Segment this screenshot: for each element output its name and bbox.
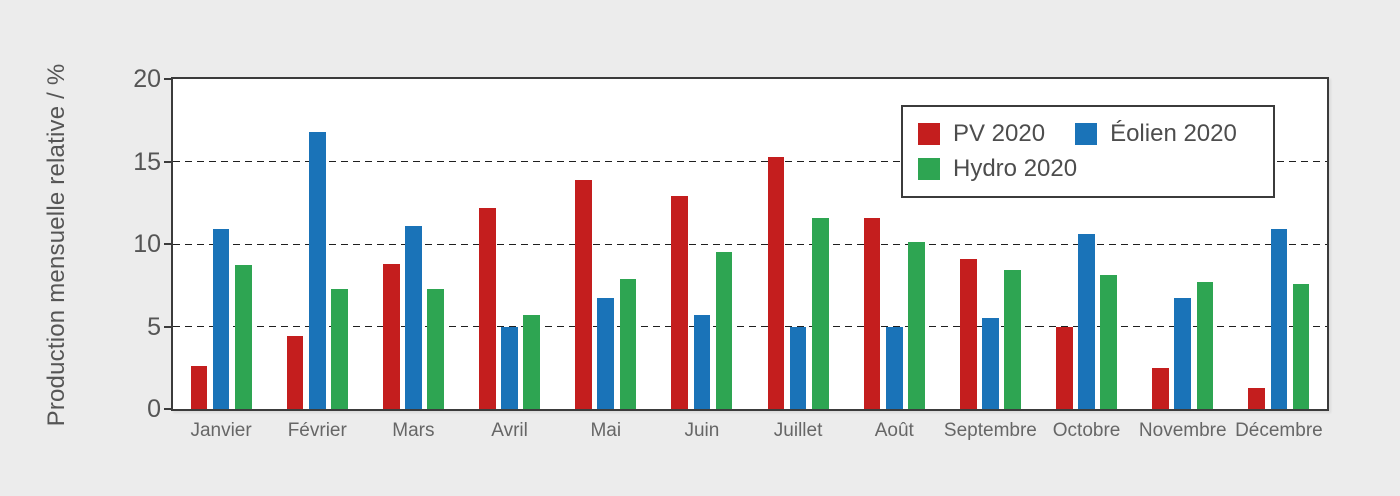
y-tick-mark xyxy=(164,160,173,163)
legend-label: Hydro 2020 xyxy=(953,155,1078,182)
x-tick-label-juin: Juin xyxy=(684,420,720,441)
gridline xyxy=(173,243,1327,245)
x-tick-label-septembre: Septembre xyxy=(943,420,1037,441)
bar-hydro-2020-août xyxy=(908,242,925,409)
x-tick-label-novembre: Novembre xyxy=(1138,420,1227,441)
legend-row: PV 2020 Éolien 2020 xyxy=(918,118,1258,150)
x-tick-label-avril: Avril xyxy=(491,420,528,441)
bar-éolien-2020-avril xyxy=(501,326,518,409)
y-tick-label: 5 xyxy=(147,312,161,341)
x-tick-label-août: Août xyxy=(874,420,914,441)
bar-pv-2020-septembre xyxy=(959,258,977,409)
bar-éolien-2020-juillet xyxy=(789,326,807,409)
bar-pv-2020-novembre xyxy=(1152,367,1169,409)
legend-label: PV 2020 xyxy=(953,120,1046,147)
legend-row: Hydro 2020 xyxy=(918,153,1258,185)
bar-hydro-2020-mars xyxy=(427,288,444,409)
gridline xyxy=(173,326,1327,327)
bar-éolien-2020-novembre xyxy=(1174,298,1192,409)
x-tick-label-janvier: Janvier xyxy=(190,420,252,441)
bar-hydro-2020-septembre xyxy=(1004,270,1021,409)
bar-hydro-2020-février xyxy=(331,288,348,409)
gridline xyxy=(173,161,1327,162)
bar-éolien-2020-septembre xyxy=(982,318,999,409)
bar-hydro-2020-novembre xyxy=(1196,281,1214,409)
bar-éolien-2020-février xyxy=(308,131,326,409)
bar-pv-2020-mars xyxy=(382,263,400,409)
y-tick-mark xyxy=(164,408,173,410)
bar-pv-2020-août xyxy=(863,217,881,409)
bar-hydro-2020-juin xyxy=(715,252,733,409)
y-tick-label: 0 xyxy=(147,395,161,423)
bar-éolien-2020-mai xyxy=(597,298,615,409)
bar-pv-2020-juillet xyxy=(767,156,785,409)
x-tick-label-février: Février xyxy=(287,420,347,441)
bar-éolien-2020-décembre xyxy=(1270,229,1288,409)
bar-éolien-2020-août xyxy=(885,326,903,409)
y-tick-mark xyxy=(164,325,173,328)
bar-éolien-2020-mars xyxy=(405,225,422,409)
x-tick-label-décembre: Décembre xyxy=(1235,420,1323,441)
legend-item-pv-2020: PV 2020 xyxy=(918,118,1045,150)
bar-éolien-2020-janvier xyxy=(212,229,230,409)
bar-hydro-2020-janvier xyxy=(234,265,252,409)
bar-hydro-2020-avril xyxy=(523,314,541,409)
plot-area: PV 2020 Éolien 2020 Hydro 2020 xyxy=(171,77,1329,411)
x-tick-label-octobre: Octobre xyxy=(1052,420,1121,441)
y-tick-label: 10 xyxy=(133,230,161,258)
bar-hydro-2020-octobre xyxy=(1100,275,1118,409)
legend-swatch xyxy=(1075,123,1098,145)
bar-hydro-2020-décembre xyxy=(1292,283,1310,409)
bar-pv-2020-avril xyxy=(479,207,496,409)
bar-éolien-2020-juin xyxy=(693,314,711,409)
x-tick-label-mars: Mars xyxy=(392,420,435,441)
legend-swatch xyxy=(918,123,940,145)
legend-label: Éolien 2020 xyxy=(1110,120,1237,147)
legend-item-hydro-2020: Hydro 2020 xyxy=(918,153,1077,185)
legend: PV 2020 Éolien 2020 Hydro 2020 xyxy=(901,105,1275,198)
x-tick-label-juillet: Juillet xyxy=(773,420,823,441)
y-tick-mark xyxy=(164,78,173,80)
bar-hydro-2020-juillet xyxy=(811,217,829,409)
y-tick-label: 15 xyxy=(133,147,161,176)
x-tick-label-mai: Mai xyxy=(590,420,622,441)
y-tick-label: 20 xyxy=(133,65,161,93)
y-tick-mark xyxy=(164,243,173,245)
bar-éolien-2020-octobre xyxy=(1078,234,1095,409)
legend-swatch xyxy=(918,158,940,180)
legend-item-éolien-2020: Éolien 2020 xyxy=(1075,118,1237,150)
bar-pv-2020-décembre xyxy=(1248,387,1265,409)
bar-pv-2020-février xyxy=(286,336,304,409)
bar-pv-2020-octobre xyxy=(1056,326,1073,409)
bar-pv-2020-juin xyxy=(671,196,688,409)
bar-pv-2020-mai xyxy=(575,179,592,409)
bar-hydro-2020-mai xyxy=(619,278,637,409)
bar-pv-2020-janvier xyxy=(190,366,208,409)
